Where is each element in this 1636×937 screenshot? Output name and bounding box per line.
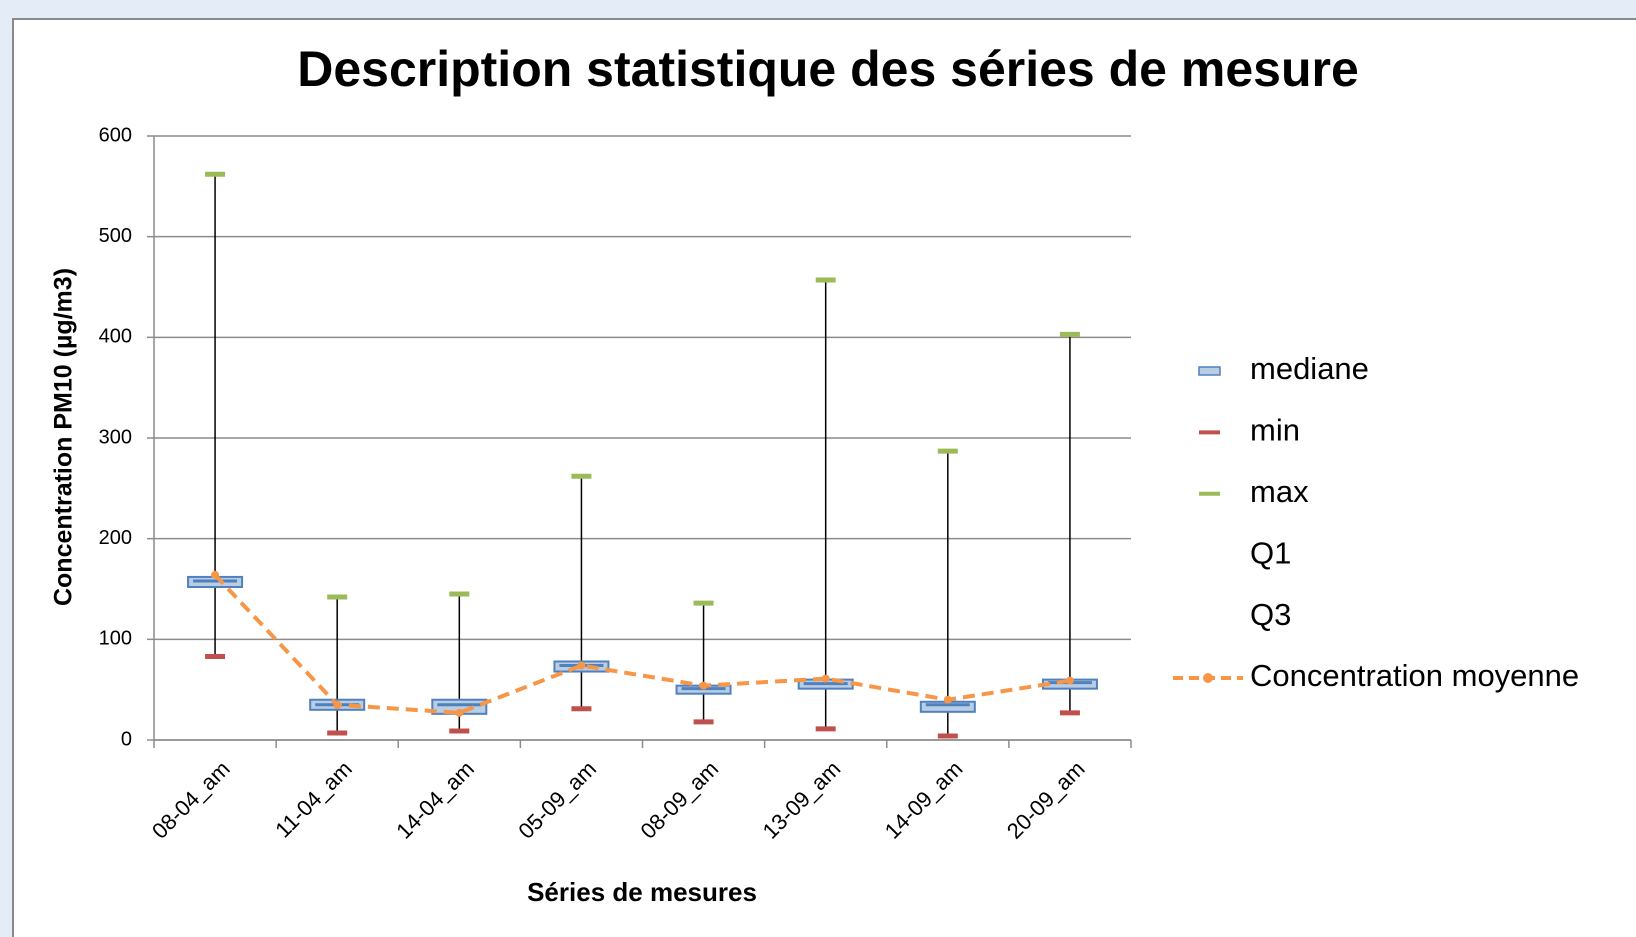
mean-point [1065,676,1074,685]
y-axis-title: Concentration PM10 (µg/m3) [50,268,78,606]
y-tick-label: 300 [99,426,132,448]
mean-point [821,674,830,683]
legend-label: max [1250,474,1309,509]
mean-point [577,661,586,670]
mean-point [699,681,708,690]
chart-panel [12,18,1636,937]
mean-point [455,708,464,717]
legend-label: min [1250,413,1300,448]
mean-point [943,695,952,704]
legend-label: mediane [1250,351,1369,386]
y-tick-label: 100 [99,628,132,650]
y-tick-label: 400 [99,326,132,348]
legend-marker [1203,673,1213,683]
x-axis-title: Séries de mesures [527,877,757,907]
legend-label: Q1 [1250,535,1291,570]
y-tick-label: 500 [99,225,132,247]
y-tick-label: 0 [121,728,132,750]
mean-line [213,573,1071,715]
mean-point [211,570,220,579]
legend-label: Q3 [1250,597,1291,632]
chart-title: Description statistique des séries de me… [297,41,1359,97]
mean-point [333,700,342,709]
y-tick-label: 200 [99,527,132,549]
legend-marker [1198,366,1221,376]
legend-label: Concentration moyenne [1250,658,1579,693]
y-tick-label: 600 [99,124,132,146]
